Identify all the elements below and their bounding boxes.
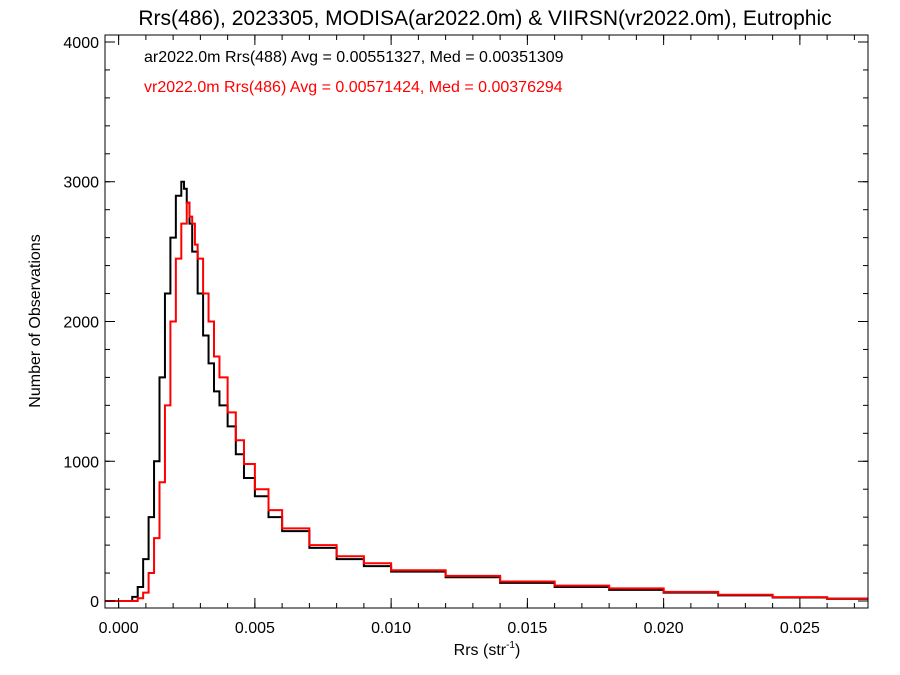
x-tick-label: 0.000	[99, 620, 139, 637]
axes	[104, 34, 869, 609]
y-tick-label: 1000	[63, 454, 99, 471]
x-tick-label: 0.015	[507, 620, 547, 637]
y-tick-label: 3000	[63, 175, 99, 192]
x-axis-label-sup: -1	[506, 640, 515, 651]
x-tick-label: 0.020	[644, 620, 684, 637]
chart-title: Rrs(486), 2023305, MODISA(ar2022.0m) & V…	[138, 7, 831, 30]
legend-entry-black: ar2022.0m Rrs(488) Avg = 0.00551327, Med…	[144, 49, 564, 66]
x-tick-label: 0.010	[371, 620, 411, 637]
x-tick-label: 0.005	[235, 620, 275, 637]
ticks: 0.000 0.005 0.010 0.015 0.020 0.025 0 1000 2000 3…	[63, 35, 868, 637]
y-tick-label: 4000	[63, 35, 99, 52]
y-axis-label: Number of Observations	[27, 234, 44, 407]
series-line-black	[105, 180, 868, 603]
y-tick-label: 2000	[63, 315, 99, 332]
legend-entry-red: vr2022.0m Rrs(486) Avg = 0.00571424, Med…	[144, 79, 563, 96]
x-axis-label-main: Rrs (str	[454, 642, 507, 659]
x-axis-label: Rrs (str-1)	[454, 640, 521, 659]
x-axis-label-close: )	[515, 642, 520, 659]
y-tick-label: 0	[90, 594, 99, 611]
series-layer	[105, 180, 868, 603]
series-line-red	[105, 201, 868, 603]
plot-frame	[104, 34, 869, 609]
x-tick-label: 0.025	[780, 620, 820, 637]
